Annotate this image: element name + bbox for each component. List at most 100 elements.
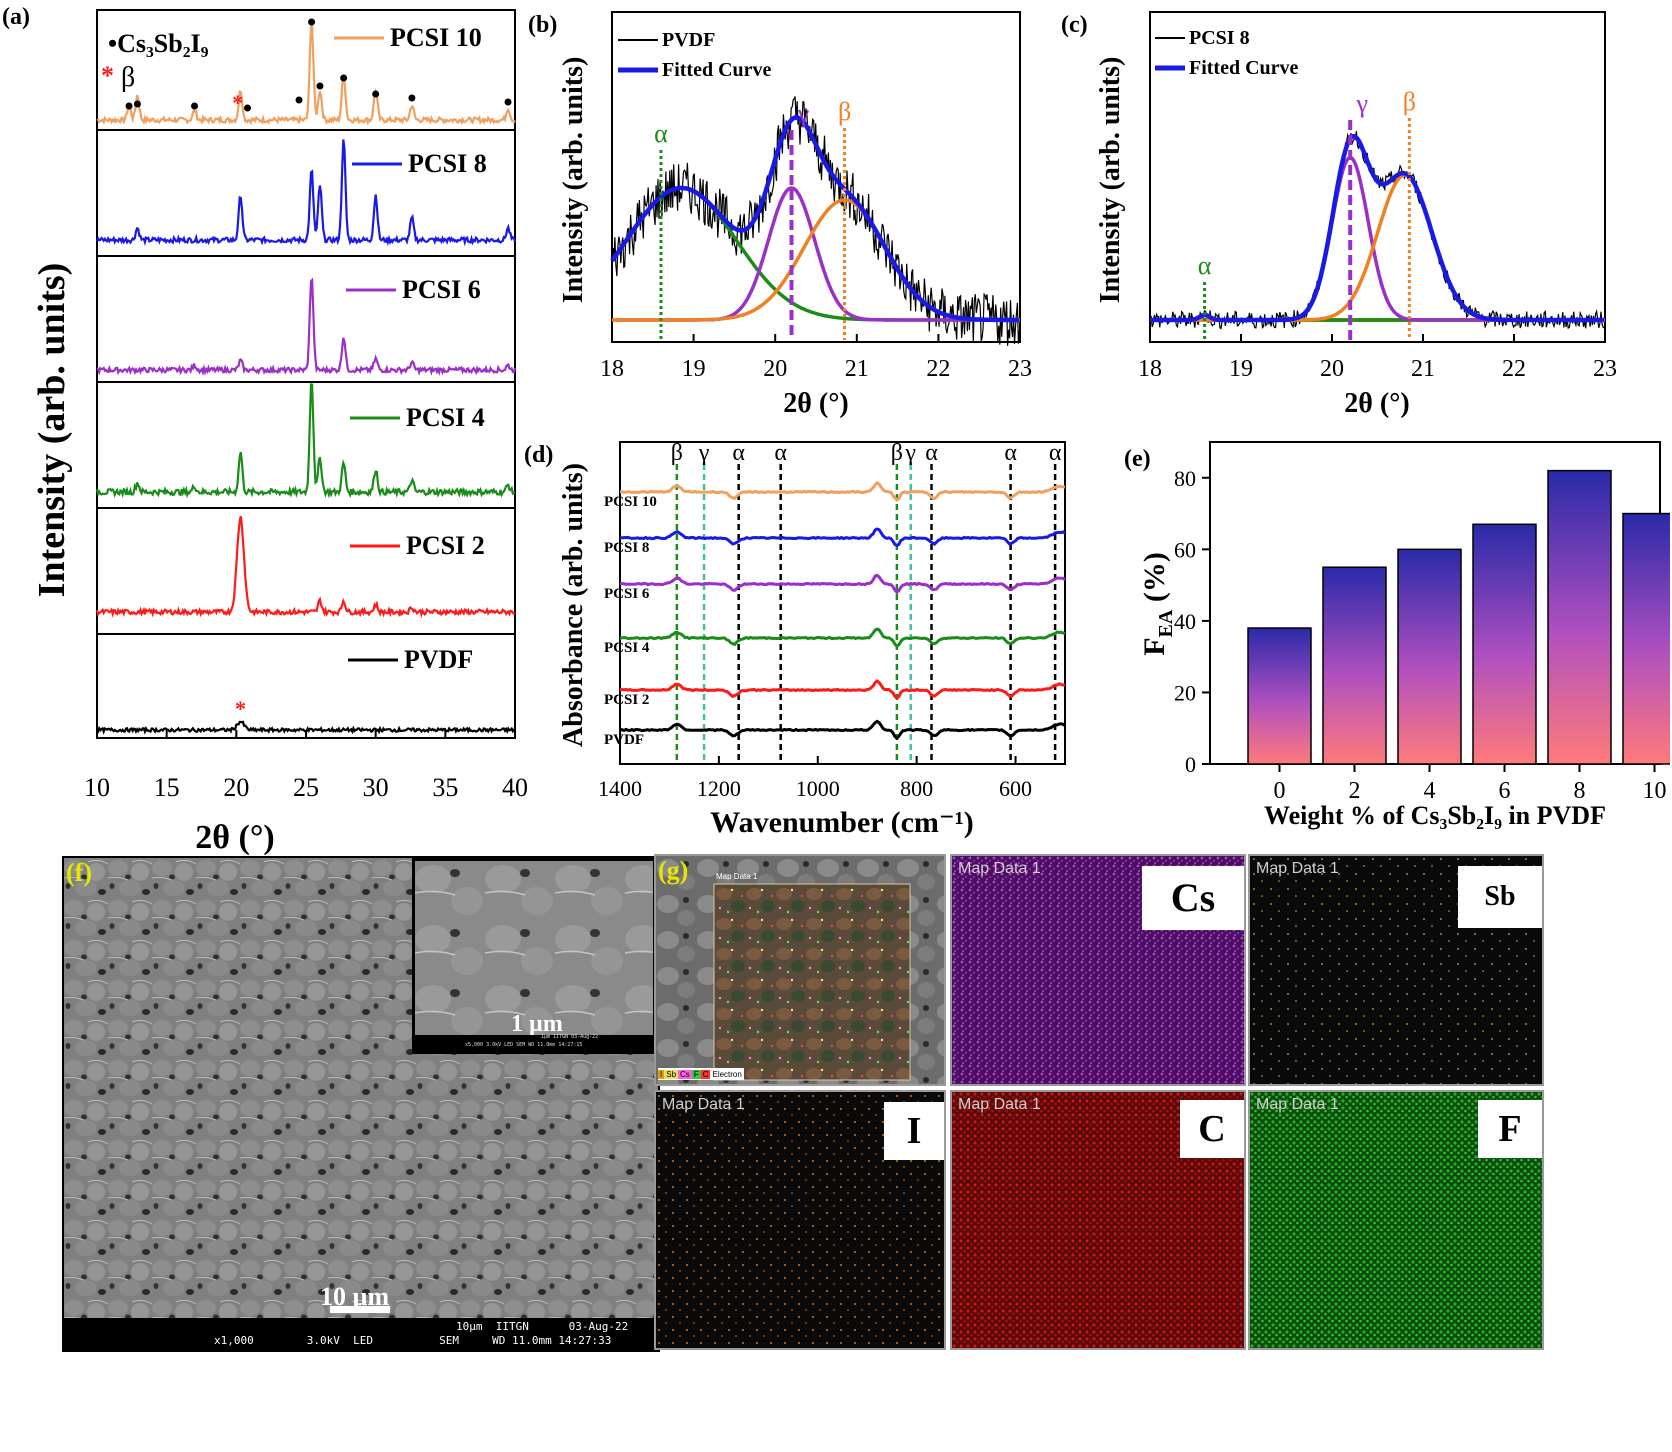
legend-pcsi8: PCSI 8 xyxy=(1189,27,1250,49)
panel-label-d: (d) xyxy=(524,442,553,468)
fea-x-tick-label: 4 xyxy=(1424,778,1436,804)
eds-map-sb-header: Map Data 1 xyxy=(1256,860,1339,877)
sem-inset-footer-top: 1µm IITGN 03-Aug-22 xyxy=(541,1034,599,1040)
xrd-series-label: PCSI 4 xyxy=(406,403,485,432)
phase-label-α: α xyxy=(1198,251,1212,280)
phase-label-β: β xyxy=(838,97,851,126)
fit-b-legend: PVDF Fitted Curve xyxy=(618,29,772,81)
eds-map-i: Map Data 1 I xyxy=(654,1090,946,1350)
ftir-band-label: β xyxy=(671,440,683,466)
sem-inset-texture xyxy=(415,861,653,1051)
fea-bar xyxy=(1622,512,1670,765)
xrd-trace-pcsi4 xyxy=(95,383,516,499)
xrd-cs-marker xyxy=(372,90,380,98)
fea-y-tick-label: 80 xyxy=(1174,466,1196,491)
xrd-cs-marker xyxy=(308,18,316,26)
eds-map-f: Map Data 1 F xyxy=(1248,1090,1544,1350)
xrd-trace-pcsi2 xyxy=(95,516,516,618)
ftir-trace xyxy=(620,679,1066,700)
xrd-series-label: PVDF xyxy=(404,645,473,674)
phase-label-γ: γ xyxy=(797,99,810,128)
xrd-cs-marker xyxy=(125,102,133,110)
fit-total-curve xyxy=(610,115,1020,323)
xrd-cs-marker xyxy=(408,94,416,102)
ftir-series-labels: PCSI 10 PCSI 8 PCSI 6 PCSI 4 PCSI 2 PVDF xyxy=(604,494,657,748)
legend-cs3sb2i9: •Cs₃Sb₂I₉ xyxy=(108,29,209,58)
fit-tick-label: 23 xyxy=(1593,356,1617,382)
ftir-band-label: γ xyxy=(904,440,916,466)
ftir-trace xyxy=(619,719,1066,741)
eds-map-c: Map Data 1 C xyxy=(950,1090,1246,1350)
eds-map-f-header: Map Data 1 xyxy=(1256,1096,1339,1113)
ftir-tick-label: 1400 xyxy=(598,776,642,801)
eds-overlay-legend: I Sb Cs F C Electron xyxy=(658,1068,744,1080)
ftir-band-label: α xyxy=(925,440,938,466)
ftir-frame xyxy=(619,441,1066,765)
xrd-tick-label: 25 xyxy=(293,773,319,802)
fea-x-tick-label: 0 xyxy=(1274,778,1286,804)
xrd-x-ticks: 10 15 20 25 30 35 40 xyxy=(84,730,528,802)
sem-scale-bar xyxy=(330,1306,390,1313)
ftir-band-label: β xyxy=(891,440,903,466)
panel-label-c: (c) xyxy=(1061,12,1088,38)
xrd-trace-pcsi6 xyxy=(96,277,517,377)
eds-map-i-header: Map Data 1 xyxy=(662,1096,745,1113)
fit-b-y-axis-title: Intensity (arb. units) xyxy=(558,57,589,304)
panel-label-f: (f) xyxy=(66,858,92,887)
ftir-band-label: α xyxy=(1049,440,1062,466)
fit-tick-label: 18 xyxy=(600,356,624,382)
eds-legend-cs: Cs xyxy=(678,1069,692,1079)
fit-tick-label: 19 xyxy=(682,356,706,382)
fit-c-traces: α γ β xyxy=(1149,87,1605,340)
fea-bar xyxy=(1322,566,1387,765)
phase-label-β: β xyxy=(1403,87,1416,116)
xrd-cs-marker xyxy=(504,98,512,106)
eds-overlay-tile: Map Data 1 I Sb Cs F C Electron xyxy=(654,854,946,1086)
ftir-trace xyxy=(619,627,1066,649)
eds-map-c-header: Map Data 1 xyxy=(958,1096,1041,1113)
xrd-cs-marker xyxy=(295,96,303,104)
fit-c-frame xyxy=(1149,11,1606,343)
xrd-cs-marker xyxy=(316,82,324,90)
fea-y-axis-title: FEA (%) xyxy=(1138,552,1177,656)
eds-overlay-texture xyxy=(656,856,944,1084)
ftir-trace xyxy=(619,480,1066,502)
eds-legend-electron: Electron xyxy=(712,1069,742,1079)
eds-legend-i: I xyxy=(658,1069,665,1079)
fit-chart-pcsi8: (c) α γ β 18 19 20 21 22 23 PCSI 8 Fitted Curve… xyxy=(1061,11,1617,419)
sem-footer-top: 10µm IITGN 03-Aug-22 xyxy=(456,1320,629,1333)
sem-inset-scale-label: 1 µm xyxy=(511,1011,563,1037)
legend-pvdf: PVDF xyxy=(662,29,715,51)
xrd-cs-marker xyxy=(133,100,141,108)
ftir-traces xyxy=(619,480,1066,741)
fit-tick-label: 20 xyxy=(763,356,787,382)
fit-tick-label: 19 xyxy=(1229,356,1253,382)
fit-c-legend: PCSI 8 Fitted Curve xyxy=(1155,27,1299,79)
fit-tick-label: 21 xyxy=(1411,356,1435,382)
sem-image-main: 1 µm 1µm IITGN 03-Aug-22 x5,000 3.0kV LE… xyxy=(62,856,660,1352)
fit-c-y-axis-title: Intensity (arb. units) xyxy=(1095,57,1126,304)
fit-raw-trace xyxy=(611,96,1020,346)
fea-y-label-sub: EA xyxy=(1155,609,1177,637)
ftir-band-label: γ xyxy=(698,440,710,466)
ftir-series-label: PCSI 8 xyxy=(604,540,649,556)
fit-b-x-ticks: 18 19 20 21 22 23 xyxy=(600,334,1032,382)
legend-star: * xyxy=(101,61,114,90)
xrd-series-label: PCSI 8 xyxy=(408,149,487,178)
ftir-x-axis-title: Wavenumber (cm⁻¹) xyxy=(710,806,973,839)
xrd-tick-label: 40 xyxy=(502,773,528,802)
ftir-tick-label: 800 xyxy=(900,776,933,801)
fea-bar xyxy=(1472,523,1537,765)
sem-inset: 1 µm 1µm IITGN 03-Aug-22 x5,000 3.0kV LE… xyxy=(412,858,656,1054)
fea-bar xyxy=(1247,627,1312,765)
ftir-band-label: α xyxy=(732,440,745,466)
eds-legend-c: C xyxy=(700,1069,711,1079)
sem-footer-text: x1,000 3.0kV LED SEM WD 11.0mm 14:27:33 xyxy=(214,1334,612,1347)
xrd-series-label: PCSI 2 xyxy=(406,531,485,560)
xrd-trace-pcsi10 xyxy=(96,22,516,126)
eds-map-f-label: F xyxy=(1478,1100,1542,1158)
fit-c-x-axis-title: 2θ (°) xyxy=(1344,388,1409,419)
fea-ticks: 0 2 4 6 8 10 0 20 40 60 80 xyxy=(1174,466,1667,804)
fea-bar-chart: (e) 0 2 4 6 8 10 0 20 40 60 80 Weight % of Cs₃Sb₂I… xyxy=(1124,441,1670,830)
